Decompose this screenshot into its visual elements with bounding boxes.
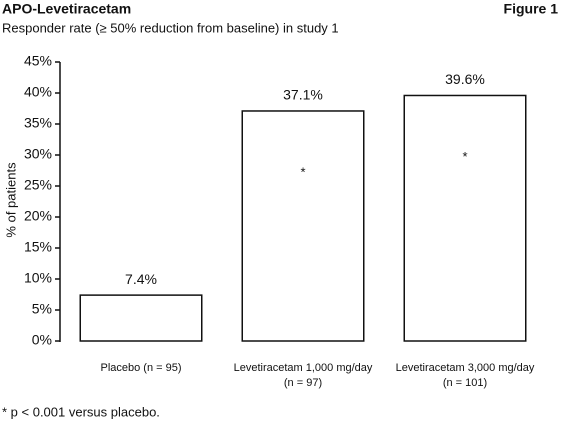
x-tick-label-line: (n = 97)	[284, 377, 322, 389]
y-tick-label: 35%	[24, 115, 52, 131]
bar-annotation: *	[462, 149, 467, 164]
footnote: * p < 0.001 versus placebo.	[2, 404, 160, 419]
bar	[79, 294, 203, 342]
x-tick-label: Placebo (n = 95)	[100, 362, 181, 374]
x-tick-label-line: Levetiracetam 1,000 mg/day	[234, 362, 373, 374]
value-label: 7.4%	[125, 271, 157, 287]
bar-annotation: *	[300, 164, 305, 179]
y-tick-label: 5%	[32, 301, 52, 317]
y-tick-label: 25%	[24, 177, 52, 193]
chart-subtitle: Responder rate (≥ 50% reduction from bas…	[2, 20, 339, 35]
x-tick-label: Levetiracetam 1,000 mg/day (n = 97)	[234, 362, 373, 389]
value-label: 39.6%	[445, 71, 485, 87]
y-tick-label: 45%	[24, 53, 52, 69]
y-axis-label: % of patients	[3, 162, 18, 238]
x-tick-label: Levetiracetam 3,000 mg/day (n = 101)	[396, 362, 535, 389]
value-label: 37.1%	[283, 87, 323, 103]
bar	[241, 110, 365, 342]
y-tick-label: 40%	[24, 84, 52, 100]
y-tick-label: 10%	[24, 270, 52, 286]
x-tick-label-line: (n = 101)	[443, 377, 487, 389]
y-tick-label: 15%	[24, 239, 52, 255]
x-tick-label-line: Levetiracetam 3,000 mg/day	[396, 362, 535, 374]
y-tick-label: 20%	[24, 208, 52, 224]
x-tick-label-line: Placebo (n = 95)	[100, 362, 181, 374]
figure-label: Figure 1	[504, 1, 559, 17]
y-tick-label: 0%	[32, 332, 52, 348]
bar	[403, 94, 527, 342]
chart-title: APO-Levetiracetam	[2, 1, 131, 17]
y-tick-label: 30%	[24, 146, 52, 162]
